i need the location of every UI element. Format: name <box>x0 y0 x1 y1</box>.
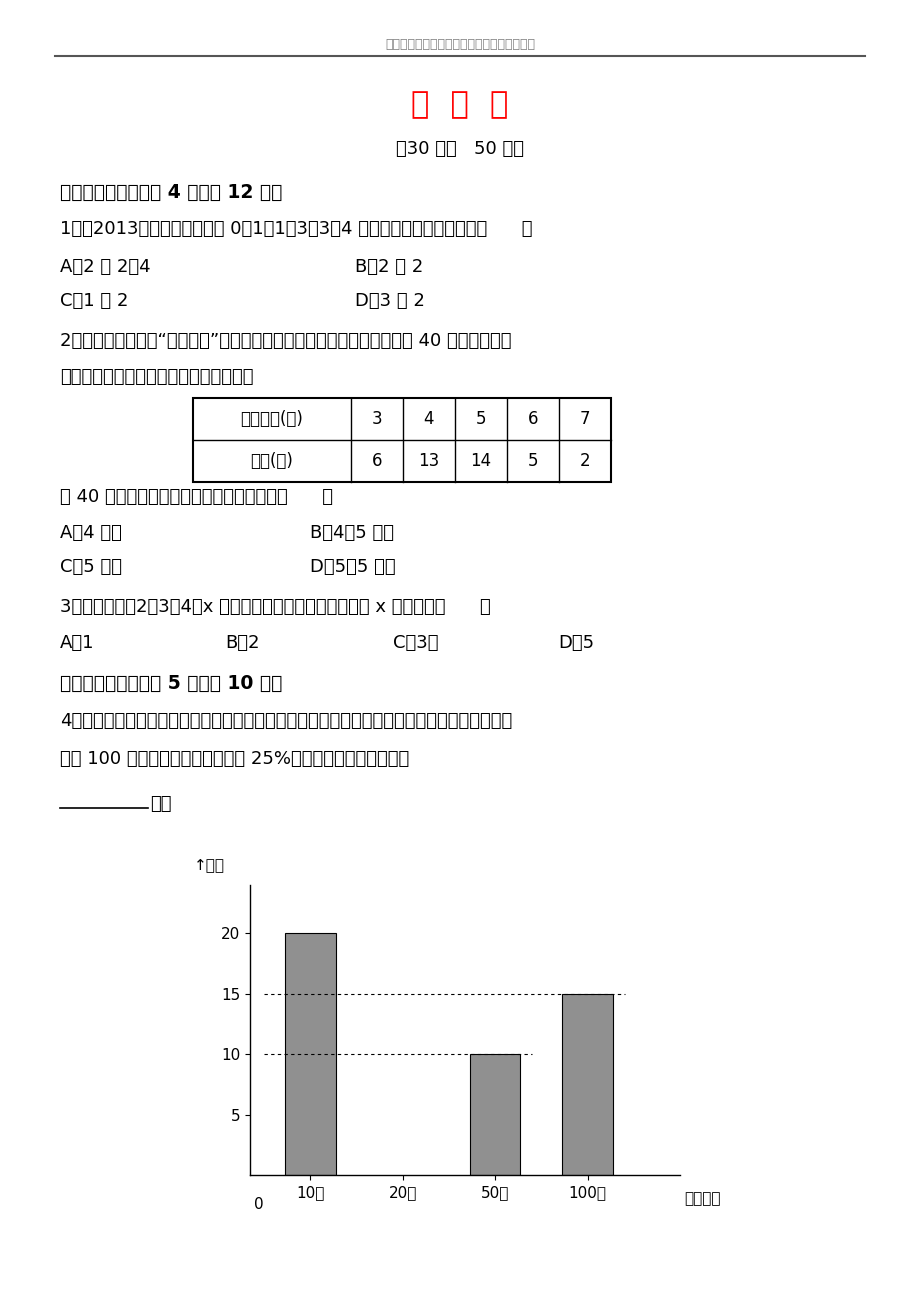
Text: C．3．: C．3． <box>392 634 438 652</box>
Text: B．2 和 2: B．2 和 2 <box>355 258 423 276</box>
Text: 捐款金额: 捐款金额 <box>684 1191 720 1206</box>
Bar <box>193 398 610 482</box>
Text: A．4 小时: A．4 小时 <box>60 523 121 542</box>
Text: 13: 13 <box>418 452 439 470</box>
Text: 体育锻炼时间进行了统计，结果如下表：: 体育锻炼时间进行了统计，结果如下表： <box>60 368 254 385</box>
Text: 4．在某公益活动中，小明对本班同学的捐款情况进行了统计，绘制成如下不完整的统计图．其: 4．在某公益活动中，小明对本班同学的捐款情况进行了统计，绘制成如下不完整的统计图… <box>60 712 512 730</box>
Text: 5: 5 <box>528 452 538 470</box>
Text: C．5 小时: C．5 小时 <box>60 559 122 575</box>
Text: B．4．5 小时: B．4．5 小时 <box>310 523 393 542</box>
Text: 中  位  数: 中 位 数 <box>411 90 508 118</box>
Text: D．3 和 2: D．3 和 2 <box>355 292 425 310</box>
Text: D．5: D．5 <box>558 634 594 652</box>
Text: （30 分钟   50 分）: （30 分钟 50 分） <box>395 141 524 158</box>
Text: 2: 2 <box>579 452 590 470</box>
Text: 这 40 名居民一周体育锻炼时间的中位数是（      ）: 这 40 名居民一周体育锻炼时间的中位数是（ ） <box>60 488 333 506</box>
Text: 3: 3 <box>371 410 382 428</box>
Bar <box>284 934 335 1174</box>
Text: C．1 和 2: C．1 和 2 <box>60 292 129 310</box>
Text: ↑人数: ↑人数 <box>194 858 225 874</box>
Text: A．2 和 2．4: A．2 和 2．4 <box>60 258 151 276</box>
Text: A．1: A．1 <box>60 634 95 652</box>
Text: 锻炼时间(时): 锻炼时间(时) <box>240 410 303 428</box>
Text: 14: 14 <box>470 452 491 470</box>
Text: 1．（2013シ上海中考）数据 0，1，1，3，3，4 的中位数和平均数分别是（      ）: 1．（2013シ上海中考）数据 0，1，1，3，3，4 的中位数和平均数分别是（… <box>60 220 532 238</box>
Text: 3．一组数据：2，3，4，x 中若中位数与平均数相等，则数 x 不可能是（      ）: 3．一组数据：2，3，4，x 中若中位数与平均数相等，则数 x 不可能是（ ） <box>60 598 490 616</box>
Text: 人数(人): 人数(人) <box>250 452 293 470</box>
Text: 7: 7 <box>579 410 590 428</box>
Text: 2．为了解长城小区“全民健身”活动的开展情况，随机对居住在该小区的 40 名居民一周的: 2．为了解长城小区“全民健身”活动的开展情况，随机对居住在该小区的 40 名居民… <box>60 332 511 350</box>
Text: D．5．5 小时: D．5．5 小时 <box>310 559 395 575</box>
Text: 二、填空题（每小题 5 分，共 10 分）: 二、填空题（每小题 5 分，共 10 分） <box>60 674 282 693</box>
Text: 6: 6 <box>371 452 381 470</box>
Text: 一、选择题（每小题 4 分，共 12 分）: 一、选择题（每小题 4 分，共 12 分） <box>60 184 282 202</box>
Text: 0: 0 <box>255 1197 264 1212</box>
Text: 最新海量高中、初中教学课件尽在金锄头文库: 最新海量高中、初中教学课件尽在金锄头文库 <box>384 38 535 51</box>
Bar <box>469 1055 520 1174</box>
Text: 6: 6 <box>528 410 538 428</box>
Text: B．2: B．2 <box>225 634 259 652</box>
Bar <box>562 993 612 1174</box>
Text: 4: 4 <box>424 410 434 428</box>
Text: 5: 5 <box>475 410 486 428</box>
Text: 元．: 元． <box>150 796 171 812</box>
Text: 中捐 100 元的人数占全班总人数的 25%，则本次捐款的中位数是: 中捐 100 元的人数占全班总人数的 25%，则本次捐款的中位数是 <box>60 750 409 768</box>
